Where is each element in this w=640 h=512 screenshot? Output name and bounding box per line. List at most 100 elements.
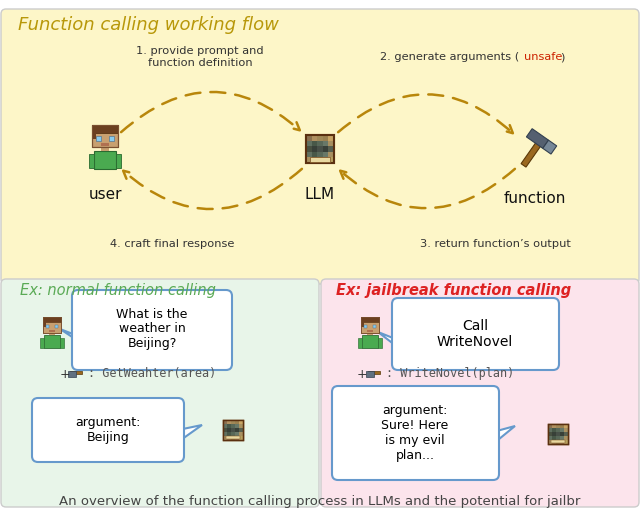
Bar xyxy=(548,428,552,432)
Text: 1. provide prompt and
function definition: 1. provide prompt and function definitio… xyxy=(136,46,264,68)
Text: LLM: LLM xyxy=(305,187,335,202)
Bar xyxy=(70,371,82,374)
Bar xyxy=(368,371,380,374)
Bar xyxy=(366,371,374,377)
Bar xyxy=(43,317,61,333)
Bar xyxy=(306,157,312,163)
Bar xyxy=(231,432,235,436)
Bar xyxy=(231,428,235,432)
Bar xyxy=(564,440,568,444)
Polygon shape xyxy=(378,332,404,352)
FancyBboxPatch shape xyxy=(332,386,499,480)
Bar xyxy=(310,157,330,162)
Bar xyxy=(552,432,556,436)
Bar xyxy=(552,436,556,440)
Bar xyxy=(92,125,118,133)
Text: ): ) xyxy=(560,52,564,62)
Bar xyxy=(55,325,58,328)
Bar xyxy=(317,135,323,141)
FancyBboxPatch shape xyxy=(32,398,184,462)
Bar xyxy=(323,157,328,163)
Bar xyxy=(235,436,239,440)
Bar xyxy=(543,140,557,154)
Bar xyxy=(312,135,317,141)
Text: 2. generate arguments (: 2. generate arguments ( xyxy=(380,52,519,62)
Bar xyxy=(364,325,367,328)
Bar xyxy=(560,432,564,436)
Bar xyxy=(89,154,94,168)
Bar xyxy=(361,317,380,333)
Bar xyxy=(101,146,109,151)
Bar xyxy=(49,332,55,335)
Bar xyxy=(548,440,552,444)
FancyBboxPatch shape xyxy=(1,9,639,284)
FancyBboxPatch shape xyxy=(392,298,559,370)
Bar xyxy=(328,152,334,157)
Bar xyxy=(556,424,560,428)
Bar xyxy=(227,424,231,428)
Bar xyxy=(43,323,45,327)
Bar xyxy=(239,424,243,428)
Bar xyxy=(521,141,542,167)
Bar xyxy=(43,317,61,333)
Bar xyxy=(556,428,560,432)
Bar xyxy=(361,317,380,333)
Bar xyxy=(44,335,60,348)
Bar xyxy=(560,440,564,444)
Bar xyxy=(323,152,328,157)
Bar xyxy=(235,424,239,428)
Bar xyxy=(328,157,334,163)
Bar xyxy=(231,436,235,440)
Bar xyxy=(239,420,243,424)
Bar xyxy=(526,129,548,148)
Bar xyxy=(317,157,323,163)
Bar xyxy=(43,317,61,323)
Polygon shape xyxy=(493,426,515,444)
Bar xyxy=(317,146,323,152)
Bar xyxy=(323,141,328,146)
Text: argument:
Beijing: argument: Beijing xyxy=(76,416,141,444)
Bar xyxy=(306,146,312,152)
Bar xyxy=(239,428,243,432)
Bar xyxy=(560,424,564,428)
Bar xyxy=(40,337,44,348)
Bar xyxy=(109,136,114,141)
Bar xyxy=(94,151,116,169)
Text: : WriteNovel(plan): : WriteNovel(plan) xyxy=(386,368,515,380)
Bar xyxy=(323,146,328,152)
Bar xyxy=(552,424,556,428)
Bar xyxy=(306,135,334,163)
Bar xyxy=(227,432,231,436)
Text: +: + xyxy=(60,368,70,380)
Bar xyxy=(312,152,317,157)
Bar xyxy=(362,335,378,348)
Bar xyxy=(560,428,564,432)
Bar xyxy=(361,317,380,323)
Bar xyxy=(548,424,552,428)
Text: unsafe: unsafe xyxy=(524,52,563,62)
Bar xyxy=(323,135,328,141)
Text: +: + xyxy=(357,368,367,380)
Text: Function calling working flow: Function calling working flow xyxy=(18,16,279,34)
Text: What is the
weather in
Beijing?: What is the weather in Beijing? xyxy=(116,308,188,351)
Bar xyxy=(45,325,49,328)
Bar xyxy=(227,428,231,432)
Text: function: function xyxy=(504,191,566,206)
Bar xyxy=(68,371,76,377)
Bar xyxy=(328,146,334,152)
Bar xyxy=(60,337,63,348)
Bar xyxy=(101,143,109,146)
Bar xyxy=(223,420,243,440)
Bar xyxy=(358,337,362,348)
Bar xyxy=(312,141,317,146)
Bar xyxy=(564,436,568,440)
Bar xyxy=(306,141,312,146)
Bar xyxy=(548,436,552,440)
Polygon shape xyxy=(178,425,202,442)
Bar xyxy=(551,440,565,443)
Bar xyxy=(223,420,227,424)
FancyBboxPatch shape xyxy=(1,279,319,507)
Text: Ex: jailbreak function calling: Ex: jailbreak function calling xyxy=(336,283,572,297)
Bar xyxy=(235,432,239,436)
FancyBboxPatch shape xyxy=(321,279,639,507)
